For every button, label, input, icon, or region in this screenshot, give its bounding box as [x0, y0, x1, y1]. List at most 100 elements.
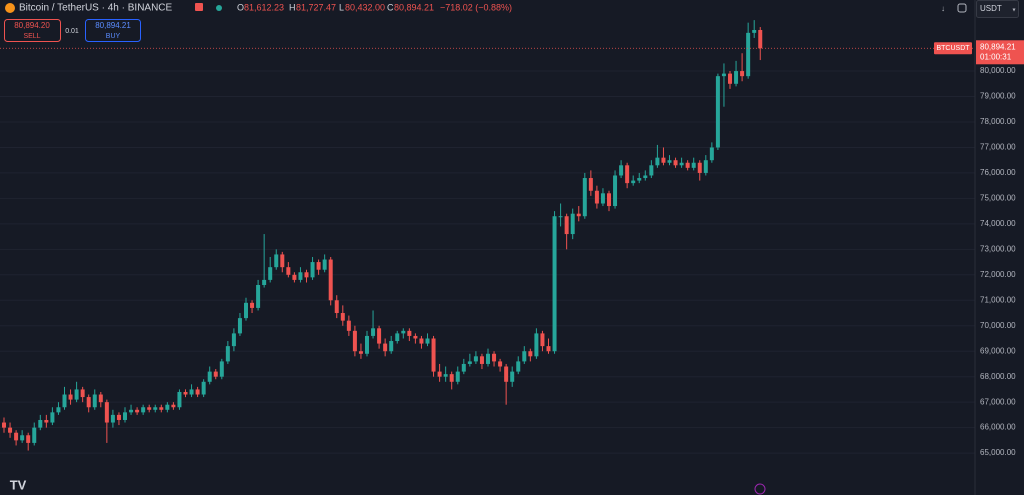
candle-body	[147, 407, 152, 410]
candle-body	[625, 165, 630, 184]
candle-body	[661, 157, 666, 163]
candle-body	[619, 165, 624, 176]
candle-body	[504, 366, 509, 382]
candle-body	[86, 397, 91, 408]
candle-body	[262, 279, 267, 285]
candle-body	[752, 29, 757, 33]
candle-body	[340, 313, 345, 321]
buy-label: BUY	[106, 33, 121, 40]
candle-body	[582, 178, 587, 217]
currency-select[interactable]	[976, 0, 1019, 18]
candle-body	[558, 216, 563, 218]
buy-button[interactable]	[85, 19, 141, 42]
candle-body	[256, 285, 261, 308]
candle-body	[316, 262, 321, 270]
candle-body	[740, 71, 745, 77]
symbol-tag-text: BTCUSDT	[936, 45, 970, 52]
high-value: 81,727.47	[296, 2, 336, 12]
y-tick-label: 71,000.00	[980, 295, 1016, 304]
low-value: 80,432.00	[345, 2, 385, 12]
candle-body	[534, 333, 539, 357]
ohlc-legend: O 81,612.23 H 81,727.47 L 80,432.00 C 80…	[237, 2, 512, 12]
candle-body	[734, 71, 739, 84]
candle-body	[352, 330, 357, 352]
y-tick-label: 78,000.00	[980, 117, 1016, 126]
candle-body	[207, 371, 212, 382]
symbol-tag	[934, 42, 972, 55]
candle-body	[377, 328, 382, 344]
candle-body	[479, 356, 484, 364]
candle-body	[443, 374, 448, 377]
candle-body	[231, 333, 236, 347]
candle-body	[486, 353, 490, 364]
candle-body	[44, 419, 49, 423]
candle-body	[123, 412, 127, 420]
scroll-icon[interactable]: ↓	[941, 4, 945, 13]
candle-body	[2, 422, 6, 428]
y-tick-label: 68,000.00	[980, 372, 1016, 381]
fullscreen-icon[interactable]	[957, 3, 967, 13]
y-tick-label: 66,000.00	[980, 423, 1016, 432]
y-tick-label: 76,000.00	[980, 168, 1016, 177]
candle-body	[159, 407, 164, 410]
price-tag-countdown: 01:00:31	[980, 52, 1012, 61]
y-tick-label: 70,000.00	[980, 321, 1016, 330]
candle-body	[104, 402, 109, 423]
candle-body	[244, 302, 248, 319]
candle-body	[455, 371, 460, 382]
candle-body	[26, 435, 31, 443]
candle-body	[171, 404, 176, 408]
high-key: H	[289, 2, 296, 12]
candle-body	[32, 427, 37, 443]
candle-body	[709, 147, 714, 161]
candle-body	[141, 407, 146, 413]
candle-body	[746, 32, 751, 77]
candle-body	[68, 394, 73, 400]
candle-body	[552, 216, 557, 352]
candle-body	[116, 414, 121, 420]
candle-body	[607, 193, 611, 207]
low-key: L	[339, 2, 344, 12]
candle-body	[691, 162, 696, 168]
y-tick-label: 75,000.00	[980, 194, 1016, 203]
candle-body	[655, 157, 660, 166]
candle-body	[310, 262, 315, 278]
candle-body	[516, 361, 521, 372]
candle-body	[461, 363, 466, 372]
sell-button[interactable]	[4, 19, 61, 42]
currency-caret: ▾	[1012, 8, 1015, 14]
change-value: −718.02 (−0.88%)	[440, 2, 512, 12]
candle-body	[425, 338, 430, 344]
candle-body	[667, 160, 672, 163]
y-tick-label: 69,000.00	[980, 346, 1016, 355]
candle-body	[715, 76, 720, 148]
candle-body	[98, 394, 103, 403]
event-icon[interactable]	[754, 483, 766, 495]
symbol-title: Bitcoin / TetherUS · 4h · BINANCE	[19, 3, 173, 14]
open-value: 81,612.23	[244, 2, 284, 12]
currency: USDT	[980, 4, 1002, 13]
y-tick-label: 73,000.00	[980, 244, 1016, 253]
candle-body	[522, 351, 527, 362]
candle-body	[268, 267, 273, 280]
candle-body	[50, 412, 55, 423]
candle-body	[467, 361, 472, 364]
price-tag	[976, 40, 1024, 65]
candle-body	[473, 356, 478, 362]
candle-body	[600, 193, 605, 204]
candles	[2, 20, 763, 451]
candle-body	[328, 259, 333, 301]
candle-body	[165, 404, 170, 410]
candle-body	[564, 216, 569, 235]
candle-body	[365, 335, 369, 354]
candle-body	[703, 160, 708, 173]
candle-body	[280, 254, 285, 268]
sell-label: SELL	[23, 33, 40, 40]
candle-body	[389, 341, 394, 352]
y-tick-label: 74,000.00	[980, 219, 1016, 228]
candle-body	[201, 381, 206, 395]
candle-body	[637, 178, 642, 181]
buy-price: 80,894.21	[95, 21, 131, 30]
candle-body	[371, 328, 376, 336]
